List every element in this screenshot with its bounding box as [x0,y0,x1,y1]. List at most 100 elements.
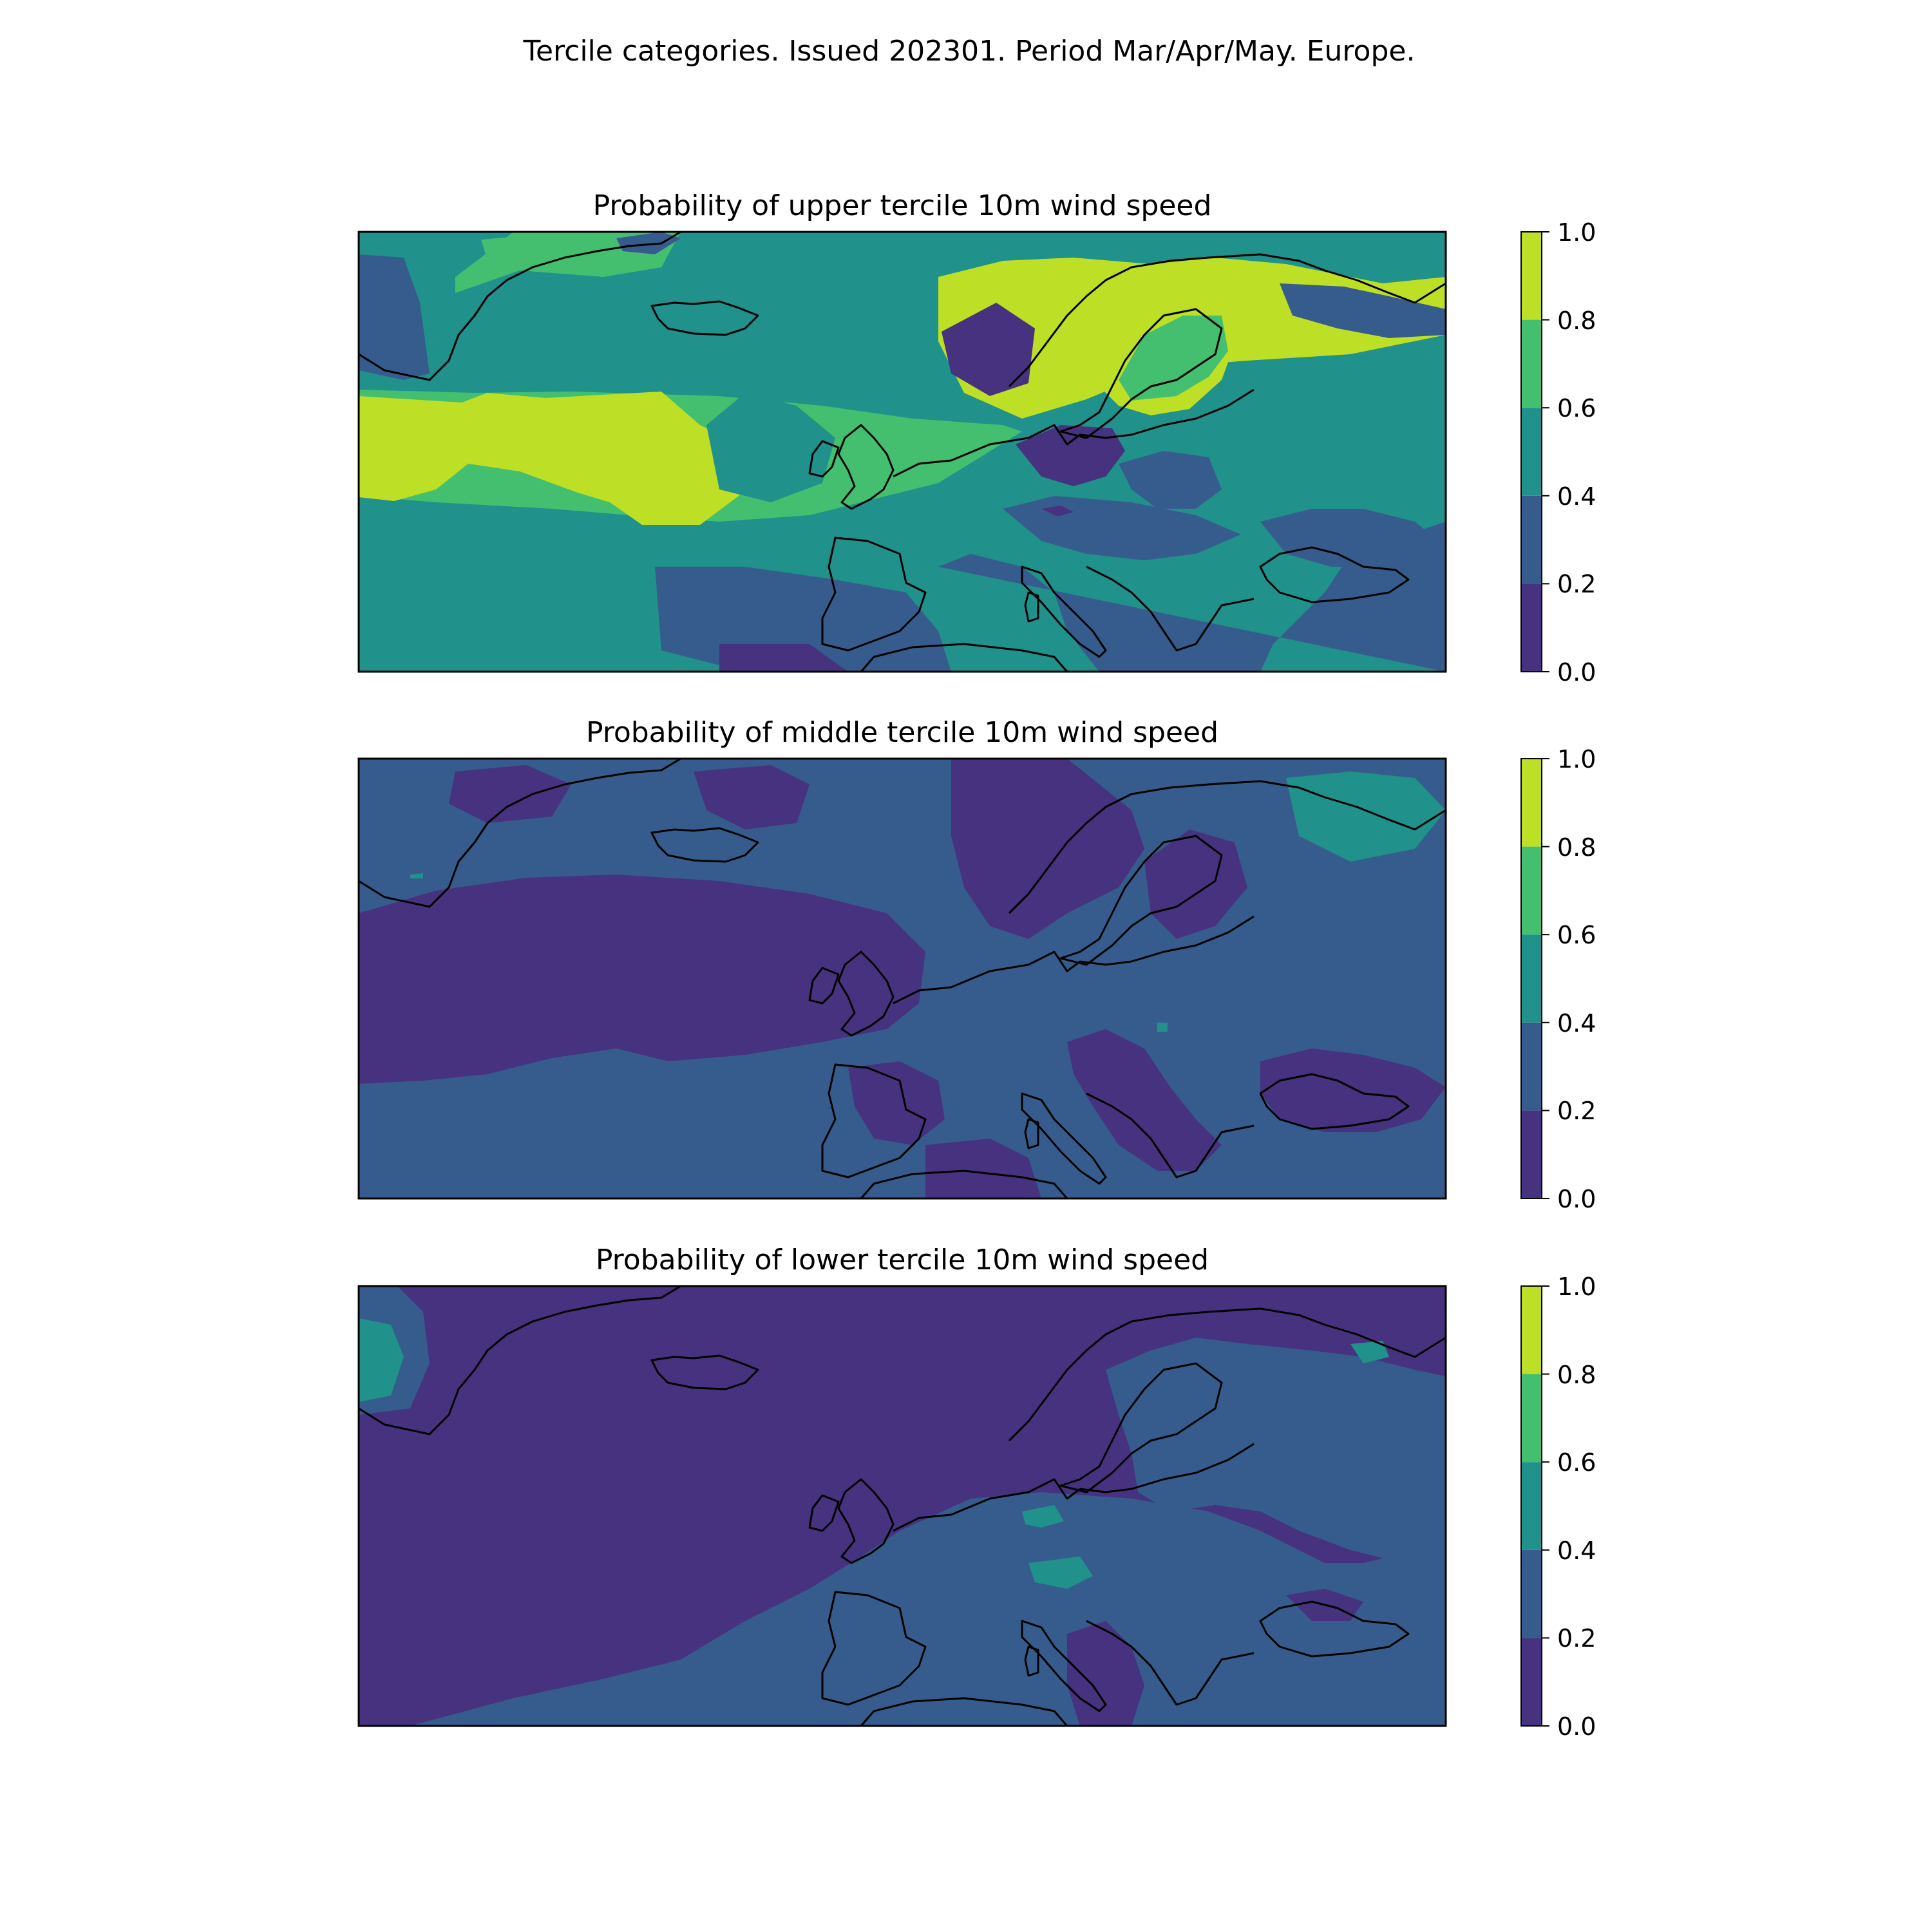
coastlines-middle [358,757,1446,1199]
colorbar-band-2 [1521,408,1542,496]
field-region-11 [1157,1023,1168,1032]
coast-sweden [1059,308,1223,439]
field-region-10 [1067,1621,1144,1726]
coast-iberia [821,1591,927,1706]
field-region-4 [449,765,571,823]
coast-continent [893,915,1255,1005]
field-region-6 [1022,1505,1064,1528]
colorbar-tick-label: 0.2 [1557,1097,1596,1125]
coast-sweden [1059,835,1223,966]
field-region-6 [1286,772,1446,862]
field-region-3 [410,1492,1446,1726]
colorbar-tick-label: 1.0 [1557,745,1596,773]
coast-greenland [358,231,681,381]
field-region-19 [1280,283,1446,338]
coast-blacksea [1259,1073,1410,1130]
field-region-7 [1106,1338,1446,1563]
colorbar-frame [1520,1285,1542,1727]
field-region-9 [481,232,649,267]
field-region-2 [359,1318,404,1402]
colorbar-ticks [1542,231,1549,672]
coastlines-upper [358,231,1446,672]
panel-title-middle: Probability of middle tercile 10m wind s… [586,716,1218,749]
field-region-1 [359,254,430,380]
field-region-8 [1350,1341,1389,1363]
map-field-lower [359,1286,1446,1726]
field-region-12 [938,522,1446,672]
field-region-14 [1260,509,1446,567]
field-region-1 [359,875,925,1084]
coast-greenland [358,1285,681,1435]
field-region-8 [1260,1048,1446,1132]
coast-ireland [808,1494,840,1532]
colorbar-frame [1520,758,1542,1199]
coast-ireland [808,440,840,478]
panel-middle-tercile: Probability of middle tercile 10m wind s… [357,716,1447,1200]
colorbar-band-3 [1521,846,1542,935]
colorbar-tick-label: 0.6 [1557,394,1596,422]
colorbar-band-0 [1521,1638,1542,1726]
colorbar-band-4 [1521,1286,1542,1374]
colorbar-tick-label: 0.4 [1557,482,1596,511]
colorbar-tick-label: 1.0 [1557,218,1596,247]
field-region-4 [655,1634,1067,1726]
coast-greenland [358,757,681,908]
coast-iceland [650,1354,759,1390]
colorbar-middle: 0.0 0.2 0.4 0.6 0.8 1.0 [1520,745,1596,1213]
panel-title-upper: Probability of upper tercile 10m wind sp… [593,189,1212,222]
field-region-17 [1041,506,1074,516]
map-field-middle [359,759,1446,1198]
coast-north-africa [860,1697,1068,1727]
colorbar-tick-label: 0.6 [1557,921,1596,949]
field-region-9 [848,1061,945,1145]
field-region-2 [951,759,1144,939]
coast-balkans [1086,1620,1255,1706]
coast-iceland [650,300,759,336]
coast-sweden [1059,1362,1223,1493]
coast-balkans [1086,1092,1255,1179]
colorbar-tick-label: 0.4 [1557,1009,1596,1037]
coast-scandinavia [1008,780,1446,914]
field-region-5 [1028,1557,1093,1589]
colorbar-band-3 [1521,319,1542,408]
map-frame-middle [357,757,1447,1200]
coast-north-africa [860,1170,1068,1199]
colorbar-band-1 [1521,495,1542,584]
field-region-7 [1119,316,1228,401]
colorbar-tick-label: 0.2 [1557,1624,1596,1653]
colorbar-tick-label: 0.8 [1557,307,1596,335]
colorbar-ticks [1542,1285,1549,1727]
coast-britain [837,951,895,1037]
panel-lower-tercile: Probability of lower tercile 10m wind sp… [357,1244,1447,1727]
coast-sardinia [1024,1118,1039,1150]
colorbar-lower: 0.0 0.2 0.4 0.6 0.8 1.0 [1520,1273,1596,1741]
colorbar-band-3 [1521,1374,1542,1463]
colorbar-band-2 [1521,1462,1542,1550]
colorbar-tick-label: 0.4 [1557,1537,1596,1565]
field-region-3 [359,392,752,525]
panel-upper-tercile: Probability of upper tercile 10m wind sp… [357,189,1447,673]
coast-ireland [808,967,840,1005]
field-region-21 [719,644,848,672]
colorbar-tick-label: 0.0 [1557,658,1596,687]
coast-blacksea [1259,546,1410,603]
colorbar-band-4 [1521,759,1542,847]
field-region-10 [925,1139,1041,1198]
colorbar-tick-label: 1.0 [1557,1273,1596,1301]
map-frame-upper [357,231,1447,673]
coast-scandinavia [1008,253,1446,388]
colorbar-band-2 [1521,934,1542,1023]
field-region-15 [1016,425,1125,486]
field-region-10 [616,232,681,254]
field-region-22 [706,393,835,502]
field-region-12 [410,873,423,878]
colorbar-band-1 [1521,1549,1542,1638]
coast-balkans [1086,565,1255,652]
colorbar-tick-label: 0.0 [1557,1712,1596,1741]
coast-britain [837,1478,895,1564]
colorbar-frame [1520,231,1542,672]
coast-iberia [821,1063,927,1179]
coast-north-africa [860,643,1068,672]
colorbar-band-4 [1521,232,1542,320]
